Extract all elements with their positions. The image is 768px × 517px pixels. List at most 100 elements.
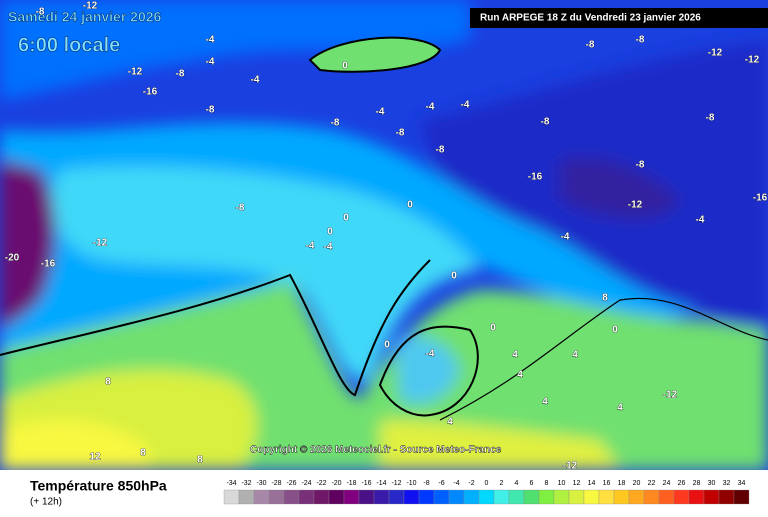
copyright: Copyright © 2026 Meteociel.fr - Source M… <box>250 445 502 456</box>
temp-label: 4 <box>447 417 453 428</box>
temp-label: -4 <box>206 35 215 46</box>
temp-label: -16 <box>528 172 543 183</box>
scale-label: -32 <box>241 480 251 487</box>
scale-label: 22 <box>648 480 656 487</box>
scale-label: 2 <box>500 480 504 487</box>
temp-label: 4 <box>542 397 548 408</box>
time-title: 6:00 locale <box>18 34 120 56</box>
temp-label: -4 <box>561 232 570 243</box>
temp-label: -12 <box>93 238 108 249</box>
scale-swatch <box>508 489 525 505</box>
scale-swatch <box>583 489 600 505</box>
scale-label: -4 <box>453 480 459 487</box>
scale-label: -6 <box>438 480 444 487</box>
scale-swatch <box>643 489 660 505</box>
scale-label: -2 <box>468 480 474 487</box>
scale-label: 34 <box>738 480 746 487</box>
scale-swatch <box>463 489 480 505</box>
scale-label: 12 <box>573 480 581 487</box>
scale-label: -16 <box>361 480 371 487</box>
temp-label: 0 <box>490 323 496 334</box>
temp-label: 0 <box>343 213 349 224</box>
temp-label: 0 <box>451 271 457 282</box>
scale-label: 20 <box>633 480 641 487</box>
temp-label: -8 <box>436 145 445 156</box>
scale-label: 10 <box>558 480 566 487</box>
scale-label: -18 <box>346 480 356 487</box>
temp-label: -8 <box>706 113 715 124</box>
footer-title: Température 850hPa <box>30 478 167 494</box>
scale-swatch <box>223 489 240 505</box>
scale-label: 16 <box>603 480 611 487</box>
temp-label: -4 <box>461 100 470 111</box>
temp-label: -12 <box>563 461 578 472</box>
temp-label: -8 <box>206 105 215 116</box>
scale-swatch <box>538 489 555 505</box>
scale-label: -24 <box>301 480 311 487</box>
scale-swatch <box>433 489 450 505</box>
scale-label: -26 <box>286 480 296 487</box>
scale-label: 26 <box>678 480 686 487</box>
run-info: Run ARPEGE 18 Z du Vendredi 23 janvier 2… <box>480 13 701 24</box>
scale-swatch <box>553 489 570 505</box>
scale-swatch <box>718 489 735 505</box>
scale-swatch <box>238 489 255 505</box>
temperature-field <box>0 0 768 470</box>
scale-label: -28 <box>271 480 281 487</box>
scale-label: 24 <box>663 480 671 487</box>
scale-swatch <box>478 489 495 505</box>
scale-label: -22 <box>316 480 326 487</box>
scale-label: 8 <box>545 480 549 487</box>
temp-label: 4 <box>517 370 523 381</box>
scale-swatch <box>418 489 435 505</box>
temp-label: 4 <box>617 403 623 414</box>
temp-label: -4 <box>251 75 260 86</box>
temp-label: -4 <box>306 241 315 252</box>
scale-label: -34 <box>226 480 236 487</box>
scale-label: 28 <box>693 480 701 487</box>
temp-label: 0 <box>612 325 618 336</box>
temp-label: -8 <box>636 35 645 46</box>
scale-label: 18 <box>618 480 626 487</box>
scale-label: 30 <box>708 480 716 487</box>
scale-label: -14 <box>376 480 386 487</box>
scale-swatch <box>673 489 690 505</box>
temp-label: -12 <box>745 55 760 66</box>
scale-label: 14 <box>588 480 596 487</box>
scale-label: -10 <box>406 480 416 487</box>
scale-swatch <box>523 489 540 505</box>
scale-swatch <box>373 489 390 505</box>
run-banner <box>470 8 768 28</box>
scale-swatch <box>403 489 420 505</box>
scale-swatch <box>388 489 405 505</box>
temp-label: -12 <box>83 1 98 12</box>
color-scale: -34 -32 -30 -28 -26 -24 -22 -20 -18 -16 -14 -12 -10-… <box>223 480 750 505</box>
scale-swatch <box>448 489 465 505</box>
temp-label: 8 <box>602 293 608 304</box>
date-title: Samedi 24 janvier 2026 <box>8 9 162 25</box>
temp-label: -8 <box>36 7 45 18</box>
scale-swatch <box>493 489 510 505</box>
temp-label: 0 <box>384 340 390 351</box>
footer-subtitle: (+ 12h) <box>30 497 62 508</box>
temp-label: 0 <box>327 227 333 238</box>
scale-swatch <box>268 489 285 505</box>
temp-label: -4 <box>426 102 435 113</box>
scale-swatch <box>628 489 645 505</box>
scale-label: 4 <box>515 480 519 487</box>
scale-label: 6 <box>530 480 534 487</box>
scale-swatch <box>283 489 300 505</box>
scale-swatch <box>313 489 330 505</box>
scale-label: -20 <box>331 480 341 487</box>
scale-swatch <box>328 489 345 505</box>
scale-label: 32 <box>723 480 731 487</box>
scale-swatch <box>658 489 675 505</box>
temp-label: 12 <box>89 452 101 463</box>
map-labels: -12-8-4-12-4-8-16-4-80-8-4-8-12-8 -8-4 -4-… <box>4 0 767 472</box>
temp-label: 0 <box>407 200 413 211</box>
temp-label: 4 <box>512 350 518 361</box>
temp-label: 8 <box>140 448 146 459</box>
temp-label: -8 <box>176 69 185 80</box>
scale-swatch <box>703 489 720 505</box>
scale-label: 0 <box>485 480 489 487</box>
